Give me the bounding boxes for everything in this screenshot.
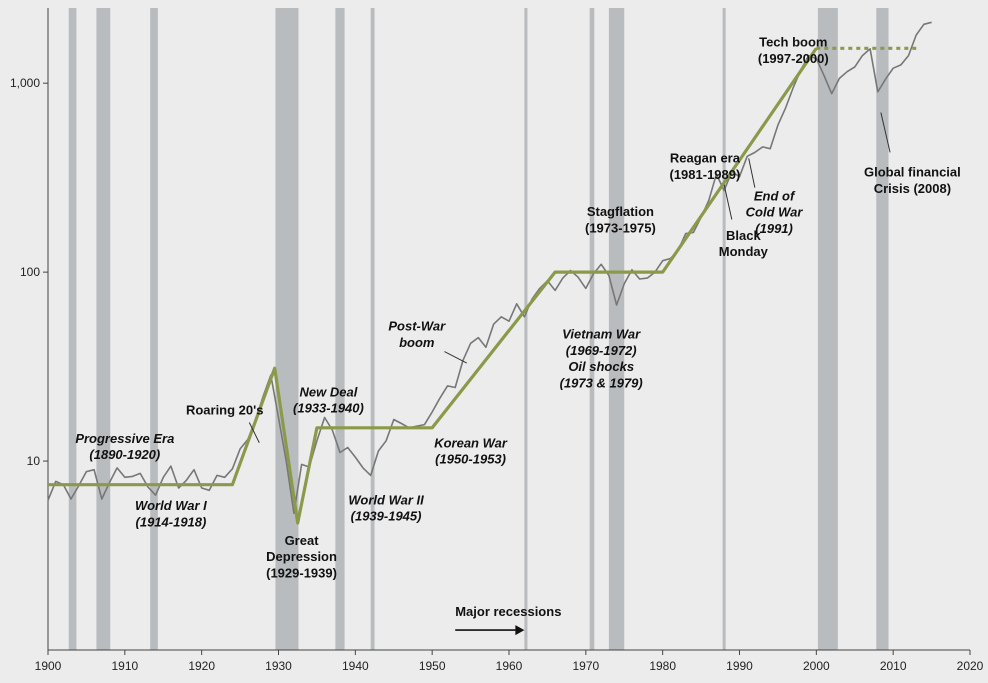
recession-band <box>96 8 111 650</box>
x-tick-label: 1920 <box>188 659 215 673</box>
annotation-line: World War I <box>135 498 207 513</box>
annotation-line: Great <box>285 533 320 548</box>
annotation-leader <box>723 184 733 220</box>
annotation-line: (1929-1939) <box>266 565 337 580</box>
x-tick-label: 2000 <box>803 659 830 673</box>
annotation-label: Vietnam War (1969-1972) Oil shocks (1973 & … <box>560 327 643 391</box>
x-tick-label: 1970 <box>572 659 599 673</box>
annotation-leader <box>248 422 260 443</box>
recession-band <box>608 8 625 650</box>
annotation-line: New Deal <box>300 384 358 399</box>
annotation-line: Progressive Era <box>75 431 174 446</box>
annotation-label: Progressive Era (1890-1920) <box>75 431 174 462</box>
annotation-line: (1933-1940) <box>293 401 364 416</box>
annotation-label: World War I (1914-1918) <box>135 498 207 529</box>
annotation-line: End of <box>754 188 796 203</box>
annotation-line: Monday <box>719 244 769 259</box>
annotation-line: (1973-1975) <box>585 220 656 235</box>
annotation-line: Reagan era <box>670 151 741 166</box>
annotation-label: Tech boom (1997-2000) <box>758 35 829 66</box>
annotation-leader <box>880 112 891 153</box>
x-tick-label: 1900 <box>35 659 62 673</box>
annotation-line: Depression <box>266 549 337 564</box>
recession-band <box>722 8 726 650</box>
annotation-line: (1950-1953) <box>435 452 506 467</box>
annotation-line: boom <box>399 335 435 350</box>
annotation-line: (1991) <box>755 221 793 236</box>
recession-band <box>817 8 838 650</box>
annotation-line: Major recessions <box>455 604 561 619</box>
annotation-leader <box>444 351 467 364</box>
y-tick-label: 10 <box>27 454 41 468</box>
annotation-label: New Deal (1933-1940) <box>293 384 364 415</box>
recession-band <box>68 8 77 650</box>
recession-band <box>589 8 595 650</box>
annotation-line: Roaring 20's <box>186 403 264 418</box>
annotation-line: Crisis (2008) <box>874 181 951 196</box>
annotation-line: World War II <box>348 492 424 507</box>
x-tick-label: 1940 <box>342 659 369 673</box>
x-tick-label: 2010 <box>880 659 907 673</box>
recession-bands <box>68 8 889 650</box>
annotation-line: (1914-1918) <box>136 514 207 529</box>
annotation-label: Post-War boom <box>388 319 446 350</box>
y-tick-label: 100 <box>20 265 40 279</box>
y-tick-label: 1,000 <box>10 76 40 90</box>
annotation-label: Great Depression (1929-1939) <box>266 533 337 581</box>
arrow-head-icon <box>515 625 525 636</box>
x-tick-label: 1990 <box>726 659 753 673</box>
annotation-line: (1981-1989) <box>670 167 741 182</box>
annotation-label: Roaring 20's <box>186 403 264 418</box>
annotation-line: Black <box>726 228 761 243</box>
annotation-line: (1997-2000) <box>758 51 829 66</box>
annotation-line: Cold War <box>746 205 804 220</box>
recession-band <box>876 8 889 650</box>
annotation-line: Stagflation <box>587 204 654 219</box>
recession-band <box>150 8 158 650</box>
axes: 1900 1910 1920 1930 1940 1950 1960 1970 1980 1990… <box>10 8 984 673</box>
annotation-label: Reagan era (1981-1989) <box>670 151 741 182</box>
annotation-line: (1973 & 1979) <box>560 375 643 390</box>
annotation-label: World War II (1939-1945) <box>348 492 424 523</box>
index-line <box>47 21 932 514</box>
annotation-line: Post-War <box>388 319 446 334</box>
annotation-label: Black Monday <box>719 228 769 259</box>
annotation-line: Vietnam War <box>562 327 641 342</box>
x-tick-label: 1980 <box>649 659 676 673</box>
recession-band <box>524 8 528 650</box>
recession-band <box>335 8 345 650</box>
x-tick-label: 2020 <box>957 659 984 673</box>
annotation-leader <box>748 158 756 188</box>
annotation-label: Global financial Crisis (2008) <box>864 165 961 196</box>
annotation-label: Stagflation (1973-1975) <box>585 204 656 235</box>
x-tick-label: 1910 <box>111 659 138 673</box>
x-tick-label: 1950 <box>419 659 446 673</box>
annotation-line: (1939-1945) <box>351 509 422 524</box>
series <box>47 21 932 525</box>
annotations: Progressive Era (1890-1920)World War I (19… <box>75 35 961 636</box>
annotation-label: Korean War (1950-1953) <box>434 435 508 466</box>
trend-line <box>48 47 818 525</box>
annotation-line: (1969-1972) <box>566 343 637 358</box>
annotation-line: Korean War <box>434 435 508 450</box>
recession-band <box>370 8 375 650</box>
annotation-line: Oil shocks <box>568 359 634 374</box>
annotation-label: End of Cold War (1991) <box>746 188 804 236</box>
annotation-line: Global financial <box>864 165 961 180</box>
annotation-label: Major recessions <box>455 604 561 619</box>
x-tick-label: 1930 <box>265 659 292 673</box>
annotation-line: (1890-1920) <box>89 447 160 462</box>
x-tick-label: 1960 <box>496 659 523 673</box>
annotation-line: Tech boom <box>759 35 827 50</box>
